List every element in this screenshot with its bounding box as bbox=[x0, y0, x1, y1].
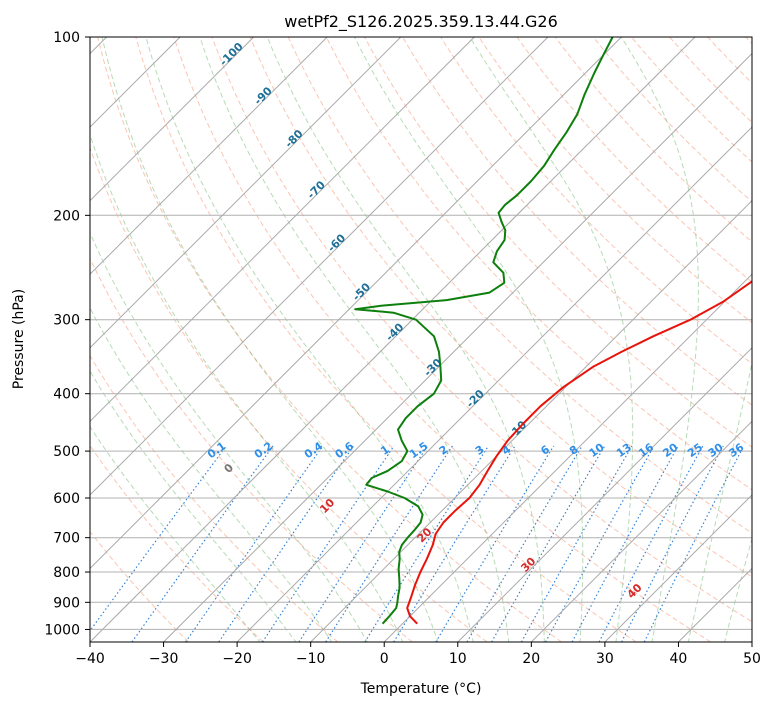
dry-adiabat-line bbox=[287, 37, 752, 534]
mixing-ratio-line bbox=[325, 445, 453, 642]
mixing-ratio-line bbox=[545, 445, 655, 642]
x-axis-ticks: −40 −30 −20 −10 0 10 20 30 40 50 bbox=[75, 642, 761, 667]
x-tick-label: 50 bbox=[743, 651, 761, 667]
mixing-ratio-line bbox=[364, 445, 490, 642]
y-axis-ticks: 100 200 300 400 500 600 700 800 900 1000 bbox=[44, 30, 90, 638]
x-tick-label: 20 bbox=[522, 651, 540, 667]
moist-adiabat-line bbox=[90, 231, 368, 642]
dry-adiabat-line bbox=[478, 37, 752, 324]
x-tick-label: 40 bbox=[669, 651, 687, 667]
dry-adiabat-line bbox=[516, 37, 752, 283]
dry-adiabat-line bbox=[211, 37, 752, 623]
y-axis-label: Pressure (hPa) bbox=[11, 289, 27, 389]
y-tick-label: 100 bbox=[53, 30, 80, 46]
isotherm-line bbox=[310, 199, 752, 642]
dry-adiabats bbox=[90, 37, 752, 642]
isotherm-line bbox=[90, 37, 328, 275]
moist-adiabat-line bbox=[90, 307, 333, 642]
y-tick-label: 300 bbox=[53, 313, 80, 329]
profile-lines bbox=[354, 37, 752, 625]
moist-adiabat-line bbox=[90, 133, 404, 642]
x-tick-label: −40 bbox=[75, 651, 105, 667]
moist-adiabat-line bbox=[90, 370, 297, 642]
dry-adiabat-line bbox=[402, 37, 752, 406]
y-tick-label: 900 bbox=[53, 595, 80, 611]
mixing-ratio-line bbox=[131, 445, 274, 642]
y-tick-label: 600 bbox=[53, 491, 80, 507]
x-tick-label: 10 bbox=[449, 651, 467, 667]
y-tick-label: 1000 bbox=[44, 622, 80, 638]
y-tick-label: 800 bbox=[53, 565, 80, 581]
moist-adiabat-line bbox=[101, 37, 439, 642]
isotherm-line bbox=[604, 494, 752, 642]
x-tick-label: −20 bbox=[222, 651, 252, 667]
mixing-ratio-lines bbox=[90, 445, 745, 642]
moist-adiabat-line bbox=[687, 360, 752, 642]
mixing-ratio-line bbox=[298, 445, 429, 642]
dry-adiabat-line bbox=[592, 37, 752, 203]
dry-adiabat-line bbox=[97, 37, 562, 642]
dry-adiabat-line bbox=[90, 257, 413, 642]
x-axis-label: Temperature (°C) bbox=[360, 681, 482, 697]
chart-title: wetPf2_S126.2025.359.13.44.G26 bbox=[284, 12, 558, 32]
x-tick-label: −10 bbox=[296, 651, 326, 667]
plot-frame bbox=[89, 36, 753, 643]
isobar-gridlines bbox=[90, 37, 752, 630]
dry-adiabat-line bbox=[90, 354, 339, 642]
dry-adiabat-line bbox=[440, 37, 752, 365]
temperature-profile-line bbox=[406, 280, 752, 625]
isotherm-line bbox=[530, 420, 752, 642]
x-tick-label: 30 bbox=[596, 651, 614, 667]
dry-adiabat-line bbox=[90, 146, 488, 642]
isotherm-line bbox=[90, 37, 402, 349]
y-tick-label: 500 bbox=[53, 444, 80, 460]
moist-adiabat-line bbox=[199, 37, 510, 642]
mixing-ratio-line bbox=[466, 445, 583, 642]
isotherm-line bbox=[90, 37, 696, 642]
moist-adiabat-line bbox=[353, 37, 584, 642]
x-tick-label: 0 bbox=[380, 651, 389, 667]
dry-adiabat-line bbox=[135, 37, 637, 642]
mixing-ratio-line bbox=[435, 445, 555, 642]
moist-adiabat-line bbox=[266, 37, 545, 642]
dry-adiabat-line bbox=[631, 37, 752, 163]
moist-adiabat-line bbox=[145, 37, 474, 642]
dry-adiabat-line bbox=[364, 37, 752, 448]
moist-adiabat-line bbox=[724, 536, 752, 642]
isotherm-line bbox=[90, 37, 475, 423]
isotherm-line bbox=[236, 126, 752, 642]
dry-adiabat-line bbox=[325, 37, 752, 491]
moist-adiabat-line bbox=[620, 37, 699, 642]
mixing-ratio-line bbox=[643, 445, 745, 642]
y-tick-label: 400 bbox=[53, 387, 80, 403]
dewpoint-profile-line bbox=[354, 37, 614, 625]
moist-adiabat-line bbox=[90, 425, 261, 642]
dry-adiabat-line bbox=[173, 37, 711, 642]
mixing-ratio-line bbox=[520, 445, 633, 642]
isotherm-line bbox=[163, 52, 752, 642]
moist-adiabats bbox=[90, 37, 752, 642]
mixing-ratio-line bbox=[218, 445, 355, 642]
mixing-ratio-line bbox=[185, 445, 324, 642]
mixing-ratio-line bbox=[261, 445, 395, 642]
isotherm-line bbox=[457, 347, 752, 642]
x-tick-label: −30 bbox=[149, 651, 179, 667]
isotherm-line bbox=[90, 37, 255, 202]
isotherm-line bbox=[90, 37, 622, 570]
skewed-isotherms bbox=[90, 37, 752, 642]
mixing-ratio-line bbox=[621, 445, 724, 642]
isotherm-line bbox=[383, 273, 752, 642]
y-tick-label: 700 bbox=[53, 531, 80, 547]
plot-area: 0.1 0.2 0.4 0.6 1 1.5 2 3 4 6 8 10 13 16 20 25 30 36-100-… bbox=[90, 37, 752, 642]
isotherm-line bbox=[90, 37, 549, 496]
y-tick-label: 200 bbox=[53, 208, 80, 224]
